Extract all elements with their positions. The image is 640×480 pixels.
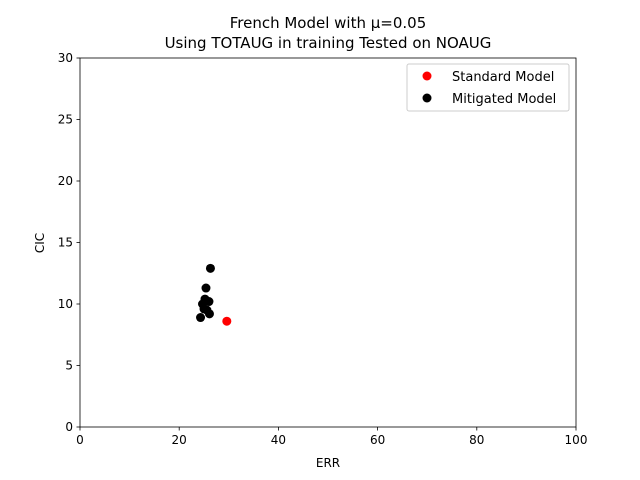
y-tick-label: 0 bbox=[65, 420, 73, 434]
mitigated-model-point bbox=[196, 313, 206, 323]
legend-box bbox=[406, 63, 570, 112]
standard-model-point bbox=[222, 316, 232, 326]
legend: Standard Model Mitigated Model bbox=[406, 63, 570, 112]
y-tick-label: 15 bbox=[58, 236, 73, 250]
plot-frame bbox=[79, 57, 577, 428]
mitigated-model-point bbox=[201, 283, 211, 293]
y-tick-label: 25 bbox=[58, 113, 73, 127]
chart-title-line1: French Model with μ=0.05 bbox=[230, 14, 427, 32]
x-tick-label: 20 bbox=[172, 433, 187, 447]
x-axis-label: ERR bbox=[316, 456, 340, 470]
y-tick-label: 10 bbox=[58, 297, 73, 311]
y-tick-label: 30 bbox=[58, 51, 73, 65]
legend-label: Standard Model bbox=[452, 70, 554, 85]
x-tick-label: 80 bbox=[469, 433, 484, 447]
legend-marker bbox=[422, 93, 432, 103]
x-tick-label: 0 bbox=[76, 433, 84, 447]
chart-title-line2: Using TOTAUG in training Tested on NOAUG bbox=[165, 34, 492, 52]
x-tick-label: 60 bbox=[370, 433, 385, 447]
mitigated-model-point bbox=[205, 263, 215, 273]
legend-label: Mitigated Model bbox=[452, 92, 556, 107]
legend-marker bbox=[422, 71, 432, 81]
y-tick-label: 20 bbox=[58, 174, 73, 188]
y-tick-label: 5 bbox=[65, 359, 73, 373]
x-tick-label: 40 bbox=[271, 433, 286, 447]
mitigated-model-point bbox=[204, 309, 214, 319]
plot-area: 0 20 40 60 80 100 0 5 10 15 20 25 30 bbox=[58, 51, 588, 447]
y-axis-label: CIC bbox=[33, 233, 47, 253]
x-tick-label: 100 bbox=[565, 433, 588, 447]
